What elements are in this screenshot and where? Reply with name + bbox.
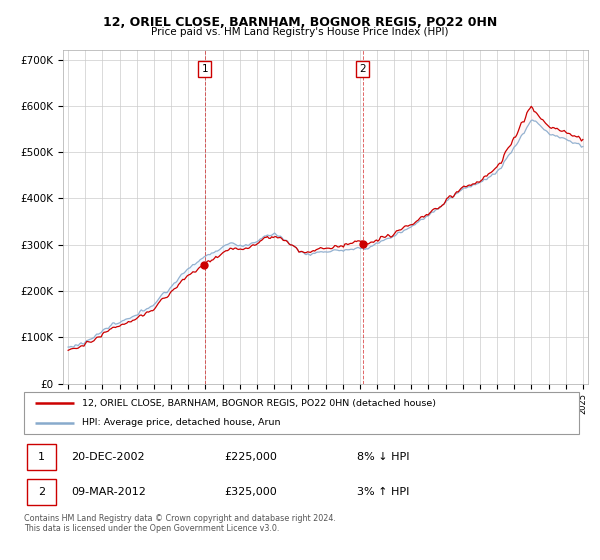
FancyBboxPatch shape (27, 479, 56, 505)
Text: 12, ORIEL CLOSE, BARNHAM, BOGNOR REGIS, PO22 0HN: 12, ORIEL CLOSE, BARNHAM, BOGNOR REGIS, … (103, 16, 497, 29)
Text: Contains HM Land Registry data © Crown copyright and database right 2024.
This d: Contains HM Land Registry data © Crown c… (24, 514, 336, 534)
FancyBboxPatch shape (24, 392, 579, 434)
Text: 1: 1 (202, 64, 208, 74)
Text: 20-DEC-2002: 20-DEC-2002 (71, 452, 145, 462)
Text: 12, ORIEL CLOSE, BARNHAM, BOGNOR REGIS, PO22 0HN (detached house): 12, ORIEL CLOSE, BARNHAM, BOGNOR REGIS, … (82, 399, 436, 408)
Text: Price paid vs. HM Land Registry's House Price Index (HPI): Price paid vs. HM Land Registry's House … (151, 27, 449, 37)
Text: £225,000: £225,000 (224, 452, 277, 462)
Text: 09-MAR-2012: 09-MAR-2012 (71, 487, 146, 497)
Text: 1: 1 (38, 452, 45, 462)
Text: 8% ↓ HPI: 8% ↓ HPI (357, 452, 409, 462)
Text: 3% ↑ HPI: 3% ↑ HPI (357, 487, 409, 497)
Text: £325,000: £325,000 (224, 487, 277, 497)
Text: HPI: Average price, detached house, Arun: HPI: Average price, detached house, Arun (82, 418, 281, 427)
FancyBboxPatch shape (27, 444, 56, 470)
Text: 2: 2 (38, 487, 45, 497)
Text: 2: 2 (359, 64, 366, 74)
